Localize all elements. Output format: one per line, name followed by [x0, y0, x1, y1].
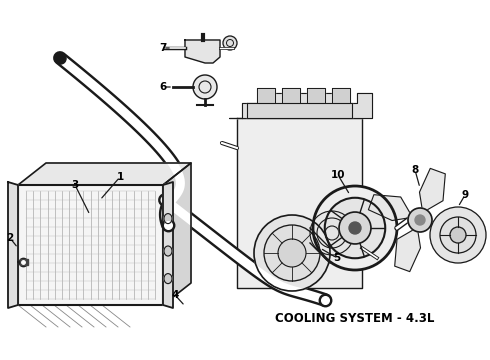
Polygon shape	[257, 88, 275, 103]
Circle shape	[440, 217, 476, 253]
Text: 4: 4	[172, 290, 179, 300]
Polygon shape	[307, 88, 325, 103]
Polygon shape	[419, 168, 445, 212]
Text: 6: 6	[159, 82, 167, 92]
Circle shape	[430, 207, 486, 263]
Text: 1: 1	[117, 172, 123, 182]
Polygon shape	[427, 220, 471, 245]
Polygon shape	[20, 259, 28, 265]
Text: 7: 7	[159, 43, 167, 53]
Circle shape	[415, 215, 425, 225]
Polygon shape	[18, 185, 163, 305]
Polygon shape	[8, 182, 18, 308]
Text: 2: 2	[6, 233, 14, 243]
Circle shape	[278, 239, 306, 267]
Polygon shape	[229, 93, 372, 118]
Circle shape	[254, 215, 330, 291]
Polygon shape	[237, 118, 362, 288]
Circle shape	[325, 226, 339, 240]
Circle shape	[450, 227, 466, 243]
Circle shape	[317, 218, 347, 248]
Polygon shape	[18, 163, 191, 185]
Circle shape	[325, 198, 385, 258]
Polygon shape	[185, 40, 220, 63]
Text: 9: 9	[462, 190, 468, 200]
Ellipse shape	[164, 213, 172, 224]
Circle shape	[193, 75, 217, 99]
Polygon shape	[368, 195, 413, 221]
Polygon shape	[163, 163, 191, 305]
Circle shape	[223, 36, 237, 50]
Polygon shape	[395, 228, 420, 271]
Circle shape	[313, 186, 397, 270]
Circle shape	[408, 208, 432, 232]
Ellipse shape	[164, 274, 172, 284]
Text: 10: 10	[331, 170, 345, 180]
Polygon shape	[282, 88, 300, 103]
Circle shape	[339, 212, 371, 244]
Ellipse shape	[164, 246, 172, 256]
Text: COOLING SYSTEM - 4.3L: COOLING SYSTEM - 4.3L	[275, 311, 435, 324]
Circle shape	[264, 225, 320, 281]
Polygon shape	[332, 88, 350, 103]
Text: 8: 8	[412, 165, 418, 175]
Circle shape	[310, 211, 354, 255]
Polygon shape	[247, 103, 352, 118]
Circle shape	[349, 222, 361, 234]
Text: 5: 5	[333, 253, 341, 263]
Polygon shape	[163, 182, 173, 308]
Text: 3: 3	[72, 180, 78, 190]
